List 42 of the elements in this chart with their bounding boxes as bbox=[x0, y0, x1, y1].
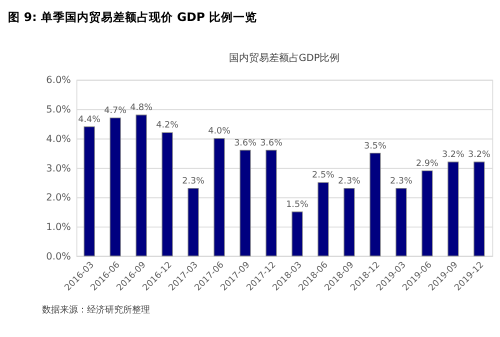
data-label: 2.3% bbox=[338, 176, 360, 187]
y-tick-label: 4.0% bbox=[46, 134, 71, 145]
data-label: 4.0% bbox=[208, 126, 230, 137]
y-tick-label: 0.0% bbox=[46, 251, 71, 262]
bar bbox=[188, 188, 199, 256]
y-tick-label: 6.0% bbox=[46, 75, 71, 86]
y-tick-label: 1.0% bbox=[46, 222, 71, 233]
data-label: 2.3% bbox=[182, 176, 204, 187]
bar bbox=[422, 170, 433, 256]
bar bbox=[136, 114, 147, 256]
bar bbox=[162, 132, 173, 256]
bar bbox=[292, 212, 303, 256]
data-label: 3.6% bbox=[234, 138, 256, 148]
data-label: 3.2% bbox=[442, 150, 464, 160]
source-note: 数据来源：经济研究所整理 bbox=[42, 304, 150, 316]
data-label: 2.9% bbox=[416, 158, 438, 169]
data-label: 4.2% bbox=[156, 120, 178, 131]
chart-subtitle: 国内贸易差额占GDP比例 bbox=[228, 52, 340, 64]
bar bbox=[266, 150, 277, 256]
data-label: 4.8% bbox=[130, 103, 152, 114]
bar bbox=[214, 138, 225, 256]
bar bbox=[240, 150, 251, 256]
data-label: 3.6% bbox=[260, 138, 282, 148]
data-label: 2.5% bbox=[312, 170, 334, 181]
bar bbox=[474, 162, 485, 256]
bar bbox=[84, 126, 95, 256]
bar bbox=[370, 152, 381, 256]
data-label: 3.2% bbox=[468, 150, 490, 160]
bar bbox=[318, 182, 329, 256]
chart-title: 图 9: 单季国内贸易差额占现价 GDP 比例一览 bbox=[8, 10, 257, 24]
y-tick-label: 5.0% bbox=[46, 104, 71, 116]
y-tick-label: 2.0% bbox=[46, 192, 71, 204]
bar bbox=[448, 162, 459, 256]
bar bbox=[344, 188, 355, 256]
data-label: 4.4% bbox=[78, 114, 100, 125]
data-label: 4.7% bbox=[104, 106, 126, 116]
data-label: 2.3% bbox=[390, 176, 412, 187]
bar bbox=[396, 188, 407, 256]
data-label: 3.5% bbox=[364, 141, 386, 152]
bar bbox=[110, 118, 121, 256]
y-tick-label: 3.0% bbox=[46, 163, 71, 174]
data-label: 1.5% bbox=[286, 200, 308, 210]
